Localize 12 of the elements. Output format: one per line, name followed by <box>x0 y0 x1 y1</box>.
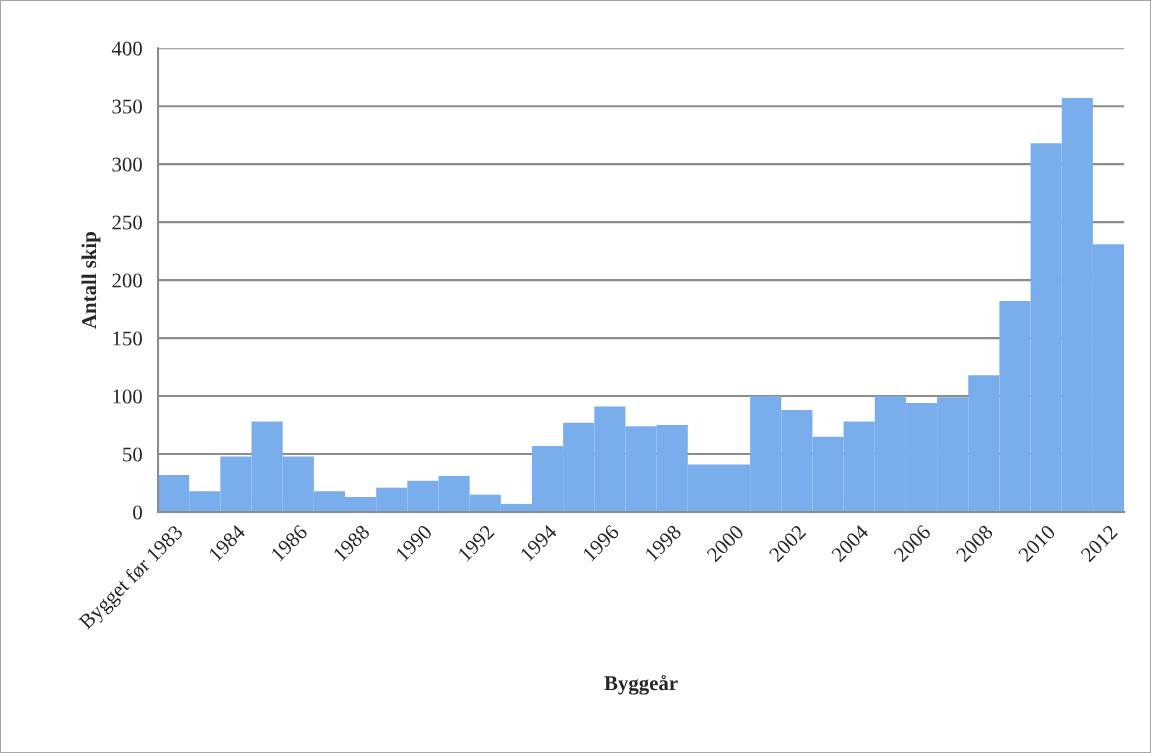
y-tick-label: 50 <box>123 447 142 462</box>
y-tick-label: 350 <box>112 99 142 114</box>
x-tick-label: 1990 <box>395 524 433 562</box>
y-tick-label: 400 <box>111 41 142 56</box>
x-axis-title: Byggeår <box>604 674 678 695</box>
y-tick-label: 300 <box>112 157 142 172</box>
y-axis-title: Antall skip <box>81 232 101 329</box>
y-tick-label: 150 <box>113 331 142 346</box>
y-tick-label: 250 <box>112 215 142 230</box>
y-tick-label: 100 <box>113 389 142 404</box>
y-tick-label: 0 <box>133 505 142 520</box>
y-tick-label: 200 <box>112 273 142 288</box>
